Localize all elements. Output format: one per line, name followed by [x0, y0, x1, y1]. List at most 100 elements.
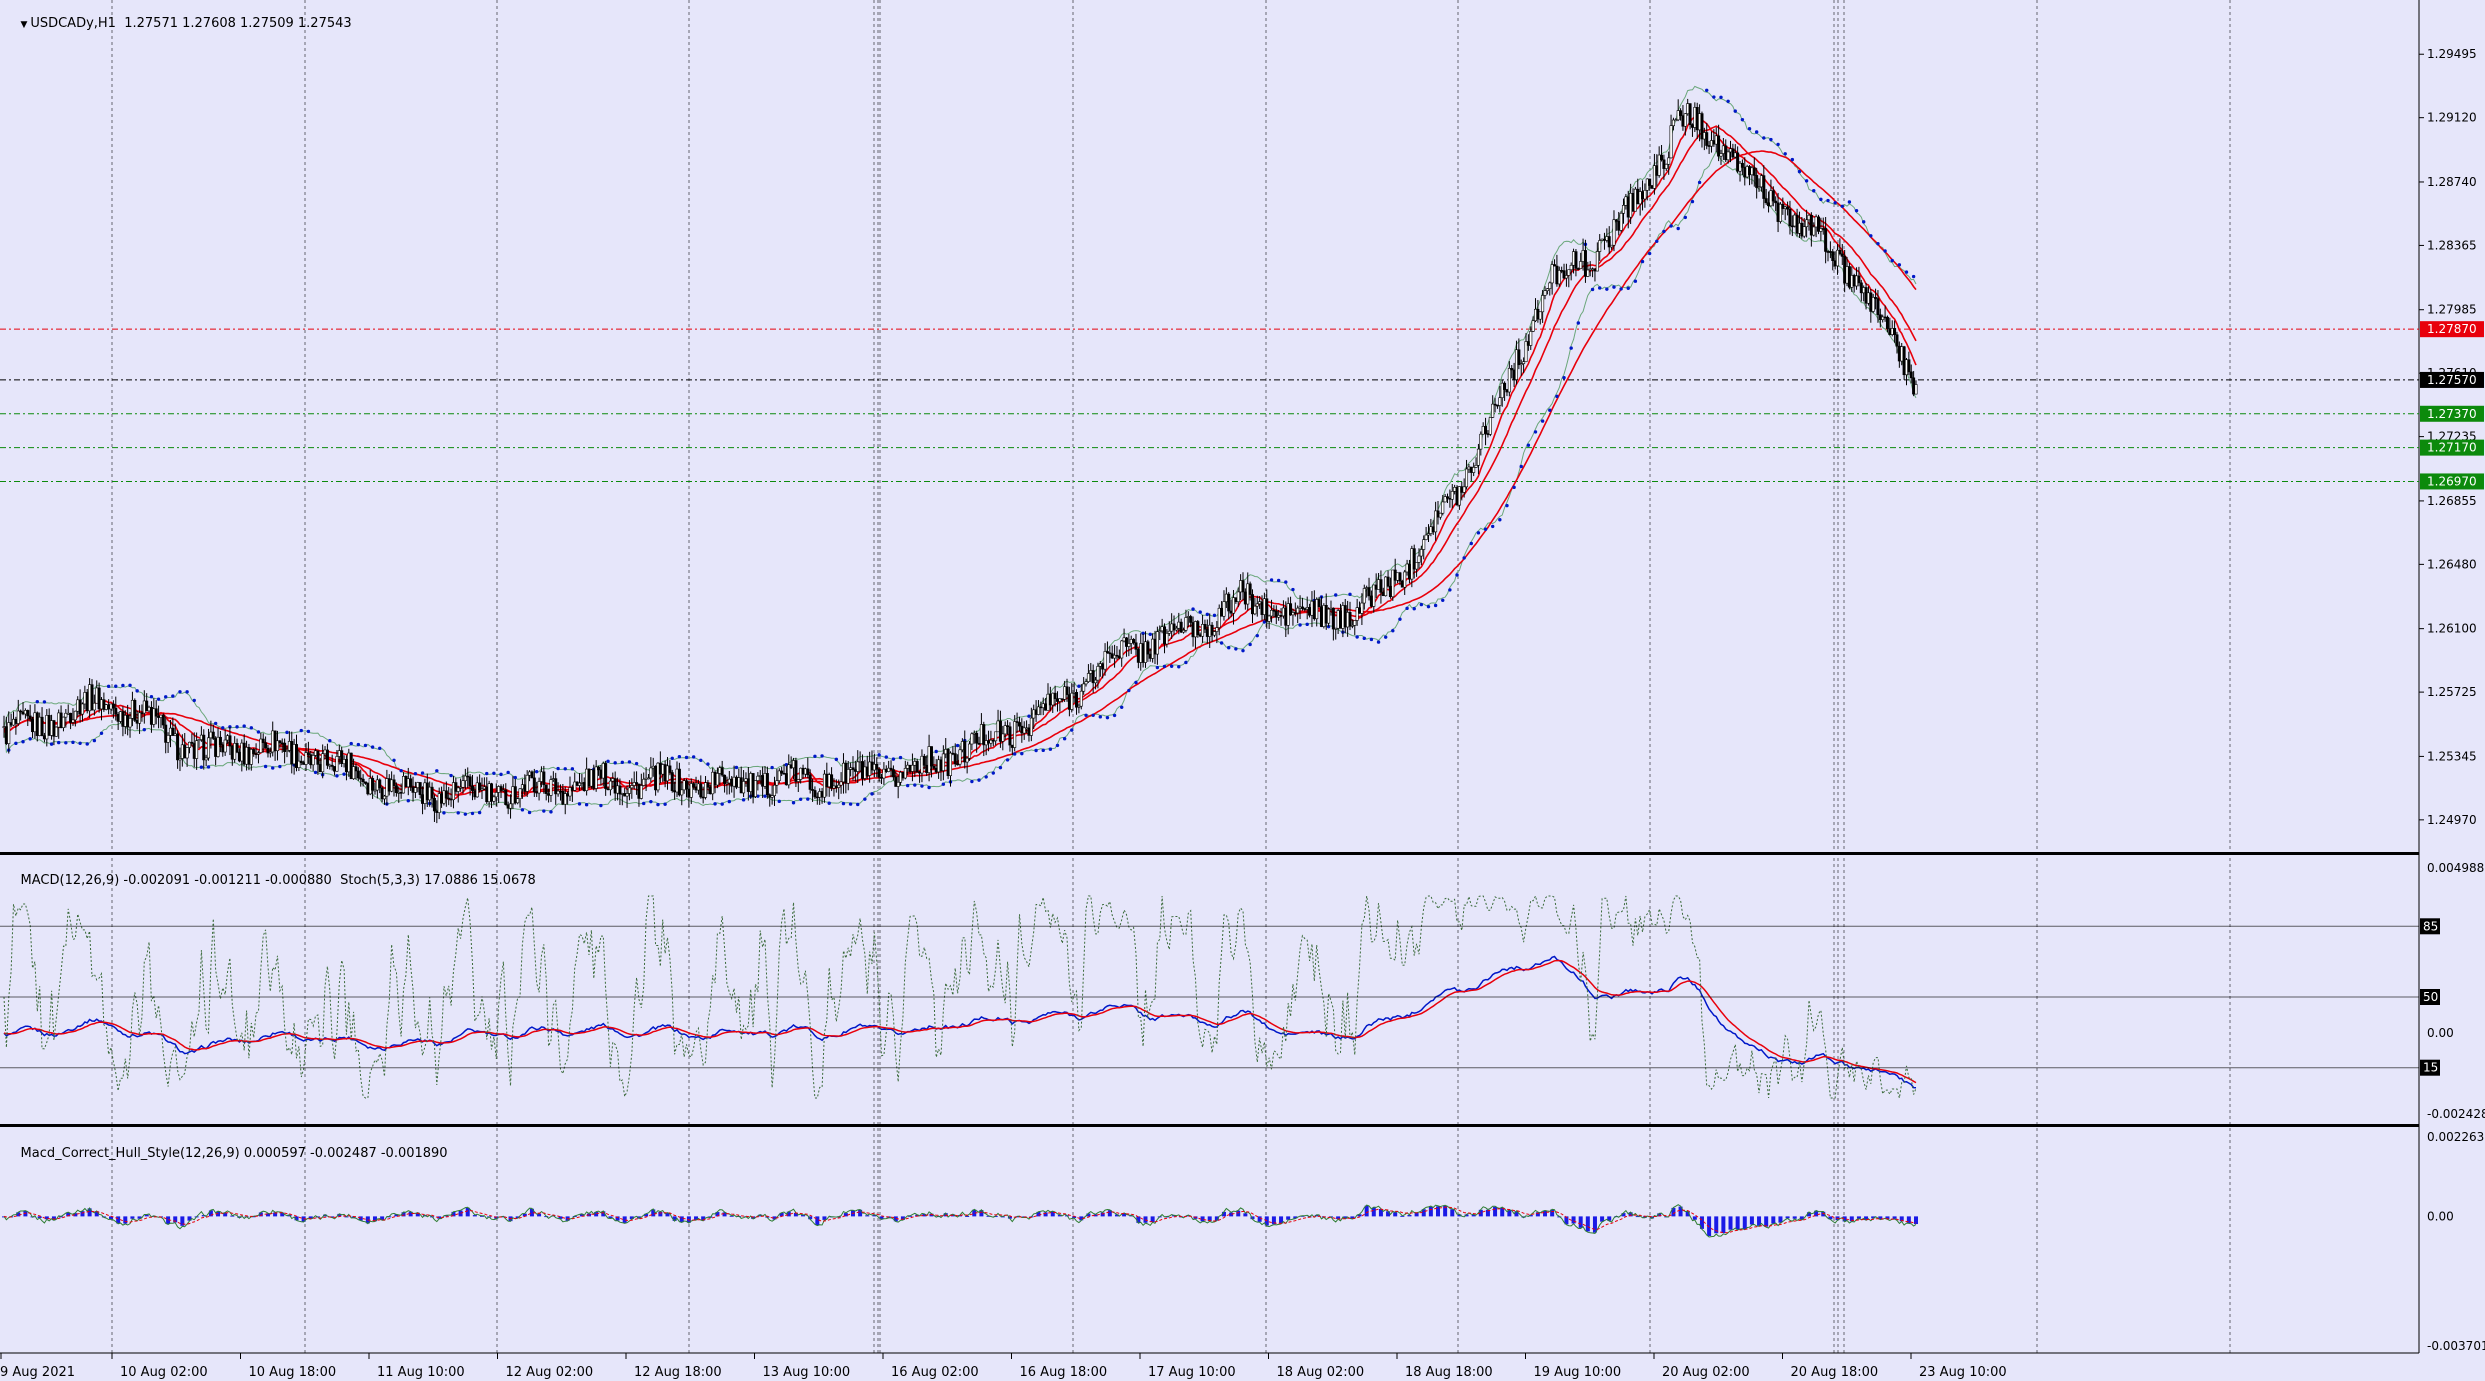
collapse-arrow-icon[interactable]: ▼ [20, 20, 31, 30]
candle-body [1117, 655, 1121, 659]
candle-body [677, 768, 681, 796]
candle-body [180, 744, 184, 759]
histogram-bar [1357, 1214, 1362, 1217]
histogram-bar [694, 1216, 699, 1220]
candle-body [1812, 226, 1816, 236]
candle-body [447, 797, 451, 800]
candle-body [623, 793, 627, 797]
sar-dot [228, 725, 232, 729]
candle-body [837, 784, 841, 788]
sar-dot [706, 762, 710, 766]
candle-body [870, 761, 874, 771]
candle-body [1771, 190, 1775, 202]
candle-body [1462, 486, 1466, 493]
candle-body [1614, 219, 1618, 222]
candle-body [1084, 681, 1088, 685]
candle-body [264, 742, 268, 749]
histogram-bar [1436, 1206, 1440, 1217]
sar-dot [1890, 258, 1894, 263]
candle-body [387, 778, 391, 792]
candle-body [1151, 638, 1155, 659]
sar-dot [56, 740, 61, 745]
candle-body [428, 786, 432, 801]
histogram-bar [701, 1216, 706, 1221]
candle-body [1044, 703, 1048, 711]
sar-dot [1376, 640, 1381, 644]
candle-body [1122, 637, 1126, 642]
candle-body [734, 776, 738, 788]
candle-body [1707, 145, 1711, 147]
macd-axis-label: 0.00 [2427, 1026, 2454, 1040]
candle-body [183, 744, 187, 759]
candle-body [1253, 605, 1257, 615]
price-level-value: 1.26970 [2427, 474, 2477, 488]
candle-body [1719, 153, 1723, 157]
candle-body [1082, 683, 1086, 692]
time-axis-label: 18 Aug 18:00 [1405, 1365, 1493, 1380]
sar-dot [563, 767, 567, 771]
candle-body [963, 741, 967, 763]
candle-body [535, 791, 539, 794]
sar-dot [1141, 631, 1145, 635]
candle-body [1474, 464, 1478, 468]
candle-body [1222, 601, 1226, 617]
candle-body [880, 777, 884, 779]
sar-dot [699, 758, 703, 762]
histogram-bar [394, 1214, 399, 1217]
candle-body [80, 703, 84, 715]
histogram-bar [822, 1216, 827, 1220]
candle-body [1310, 600, 1314, 616]
sar-dot [1433, 603, 1438, 608]
candle-body [1591, 268, 1595, 271]
sar-dot [556, 766, 560, 771]
histogram-bar [208, 1210, 213, 1217]
sar-dot [634, 761, 639, 766]
candle-body [1048, 693, 1052, 706]
histogram-bar [858, 1209, 863, 1217]
candle-body [109, 703, 113, 710]
candle-body [1550, 264, 1554, 284]
sar-dot [477, 810, 482, 815]
price-level-value: 1.27370 [2427, 407, 2477, 421]
histogram-bar [144, 1214, 149, 1217]
candle-body [1500, 382, 1504, 399]
candle-body [314, 750, 318, 756]
sar-dot [21, 740, 25, 744]
candle-body [114, 707, 118, 715]
histogram-bar [522, 1213, 527, 1217]
candle-body [509, 803, 513, 809]
candle-body [382, 795, 386, 800]
sar-dot [1904, 270, 1909, 274]
sar-dot [456, 811, 460, 815]
chart-title-bar: ▼ USDCADy,H1 1.27571 1.27608 1.27509 1.2… [4, 1, 352, 46]
candle-body [1407, 563, 1411, 580]
candle-body [1336, 610, 1340, 629]
candle-body [1277, 615, 1281, 618]
candle-body [1258, 601, 1262, 605]
candle-body [642, 778, 646, 786]
sar-dot [449, 773, 453, 778]
candle-body [925, 764, 929, 773]
candle-body [211, 731, 215, 739]
candle-body [1512, 369, 1516, 380]
sar-dot [1883, 249, 1887, 253]
candle-body [937, 759, 941, 773]
sar-dot [670, 756, 674, 760]
candle-body [528, 771, 532, 776]
sar-dot [777, 799, 781, 804]
histogram-bar [1657, 1213, 1662, 1217]
candle-body [38, 716, 42, 736]
time-axis-label: 10 Aug 02:00 [120, 1365, 208, 1380]
hull-axis-label: 0.00 [2427, 1209, 2454, 1223]
price-axis-label: 1.26855 [2427, 494, 2477, 508]
histogram-bar [308, 1216, 313, 1219]
sar-dot [1034, 748, 1038, 753]
histogram-bar [1414, 1212, 1419, 1217]
candle-body [1415, 562, 1419, 570]
sar-dot [1598, 286, 1602, 290]
sar-dot [684, 755, 689, 760]
candle-body [1255, 603, 1259, 607]
candle-body [1177, 621, 1181, 629]
candle-body [456, 787, 460, 792]
